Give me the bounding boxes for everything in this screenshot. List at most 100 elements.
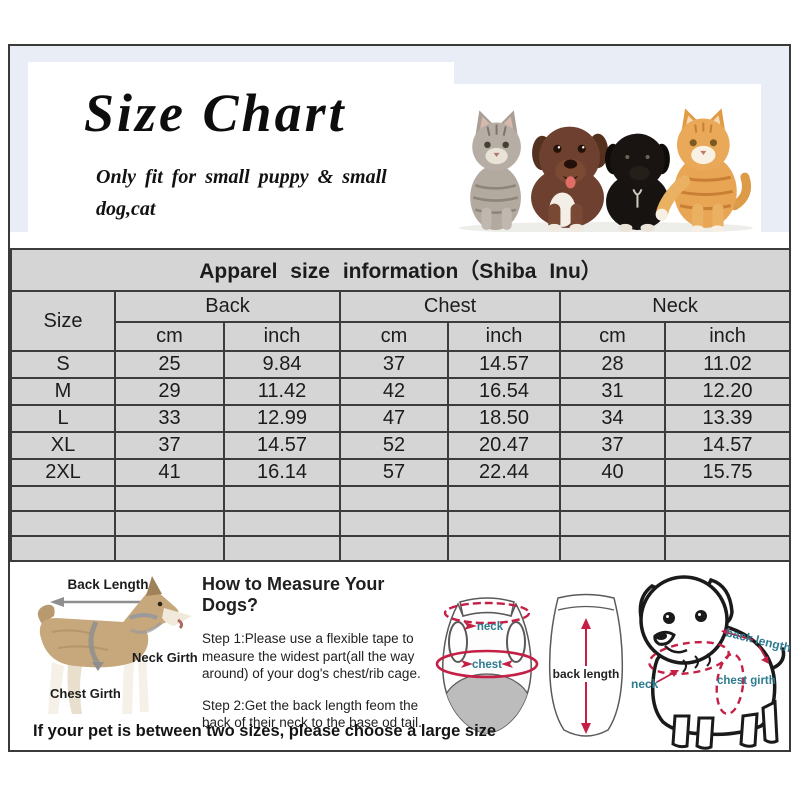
neck-girth-label: Neck Girth [132, 650, 198, 665]
value-cell: 15.75 [663, 458, 792, 487]
empty-cell [114, 535, 225, 562]
size-cell: XL [10, 431, 116, 460]
content-frame: Size Chart Only fit for small puppy & sm… [8, 44, 792, 752]
empty-row [10, 535, 792, 562]
empty-cell [447, 510, 561, 537]
size-cell: S [10, 350, 116, 379]
empty-cell [10, 535, 116, 562]
empty-cell [559, 535, 666, 562]
unit-header: inch [663, 321, 792, 352]
gray-kitten-illustration [470, 110, 521, 230]
vest-neck-label: neck [477, 621, 504, 633]
group-header-neck: Neck [558, 290, 792, 323]
value-cell: 40 [559, 458, 666, 487]
unit-header: inch [223, 321, 341, 352]
value-cell: 31 [559, 377, 666, 406]
value-cell: 20.47 [447, 431, 561, 460]
vest-front-diagram: neck chest [435, 597, 539, 734]
neck-arrow-icon [464, 622, 477, 630]
value-cell: 16.14 [223, 458, 341, 487]
size-cell: 2XL [10, 458, 116, 487]
size-table: Apparel size information（Shiba Inu） Size… [9, 248, 792, 562]
empty-cell [339, 485, 449, 512]
empty-cell [339, 535, 449, 562]
value-cell: 9.84 [223, 350, 341, 379]
brown-puppy-illustration [531, 126, 609, 232]
value-cell: 37 [114, 431, 225, 460]
empty-cell [223, 485, 341, 512]
title-block [28, 62, 454, 234]
value-cell: 11.02 [663, 350, 792, 379]
empty-cell [559, 485, 666, 512]
value-cell: 52 [339, 431, 449, 460]
empty-row [10, 485, 792, 512]
value-cell: 18.50 [447, 404, 561, 433]
dog-measurement-illustration: Back Length Neck Girth Chest Girth [37, 576, 198, 714]
group-header-back: Back [114, 290, 341, 323]
vest-back-diagram: back length [548, 593, 624, 737]
empty-cell [223, 510, 341, 537]
back-length-pointer-b-icon [761, 656, 769, 664]
band-bottom-strip [10, 232, 789, 248]
page-title: Size Chart [84, 83, 347, 143]
value-cell: 37 [559, 431, 666, 460]
arrow-left-icon [50, 597, 64, 607]
table-row: M 29 11.42 42 16.54 31 12.20 [10, 377, 792, 406]
value-cell: 14.57 [447, 350, 561, 379]
empty-cell [663, 485, 792, 512]
empty-cell [114, 510, 225, 537]
arrow-down-icon [581, 723, 591, 734]
back-length-label: Back Length [67, 577, 148, 592]
empty-cell [559, 510, 666, 537]
unit-header: inch [447, 321, 561, 352]
table-row: 2XL 41 16.14 57 22.44 40 15.75 [10, 458, 792, 487]
table-row: XL 37 14.57 52 20.47 37 14.57 [10, 431, 792, 460]
size-cell: L [10, 404, 116, 433]
footer-note: If your pet is between two sizes, please… [33, 722, 497, 740]
table-caption-row: Apparel size information（Shiba Inu） [9, 248, 792, 292]
value-cell: 22.44 [447, 458, 561, 487]
table-row: S 25 9.84 37 14.57 28 11.02 [10, 350, 792, 379]
empty-cell [447, 485, 561, 512]
neck-pointer-icon [670, 670, 679, 677]
empty-cell [10, 485, 116, 512]
subtitle-line-1: Only fit for small puppy & small [96, 166, 387, 188]
value-cell: 47 [339, 404, 449, 433]
value-cell: 11.42 [223, 377, 341, 406]
back-length-pointer-a-icon [721, 628, 730, 636]
puppy-chest-girth-label: chest girth [717, 675, 776, 687]
arrow-down-icon [92, 662, 104, 671]
value-cell: 13.39 [663, 404, 792, 433]
value-cell: 28 [559, 350, 666, 379]
empty-cell [663, 535, 792, 562]
chest-arrow-left-icon [461, 660, 473, 668]
value-cell: 42 [339, 377, 449, 406]
value-cell: 57 [339, 458, 449, 487]
table-caption: Apparel size information（Shiba Inu） [9, 248, 792, 292]
puppy-measurement-illustration: back length neck chest girth [631, 575, 792, 750]
unit-header: cm [559, 321, 666, 352]
empty-cell [114, 485, 225, 512]
value-cell: 41 [114, 458, 225, 487]
table-row: L 33 12.99 47 18.50 34 13.39 [10, 404, 792, 433]
value-cell: 37 [339, 350, 449, 379]
empty-row [10, 510, 792, 537]
value-cell: 12.99 [223, 404, 341, 433]
empty-cell [10, 510, 116, 537]
empty-cell [339, 510, 449, 537]
value-cell: 25 [114, 350, 225, 379]
size-column-header: Size [10, 290, 116, 352]
value-cell: 16.54 [447, 377, 561, 406]
puppy-neck-label: neck [631, 677, 659, 691]
black-puppy-illustration [605, 133, 670, 232]
value-cell: 29 [114, 377, 225, 406]
unit-header: cm [339, 321, 449, 352]
unit-header: cm [114, 321, 225, 352]
vest-back-length-label: back length [553, 667, 620, 681]
empty-cell [447, 535, 561, 562]
value-cell: 33 [114, 404, 225, 433]
header-section: Size Chart Only fit for small puppy & sm… [10, 46, 789, 248]
value-cell: 34 [559, 404, 666, 433]
empty-cell [663, 510, 792, 537]
